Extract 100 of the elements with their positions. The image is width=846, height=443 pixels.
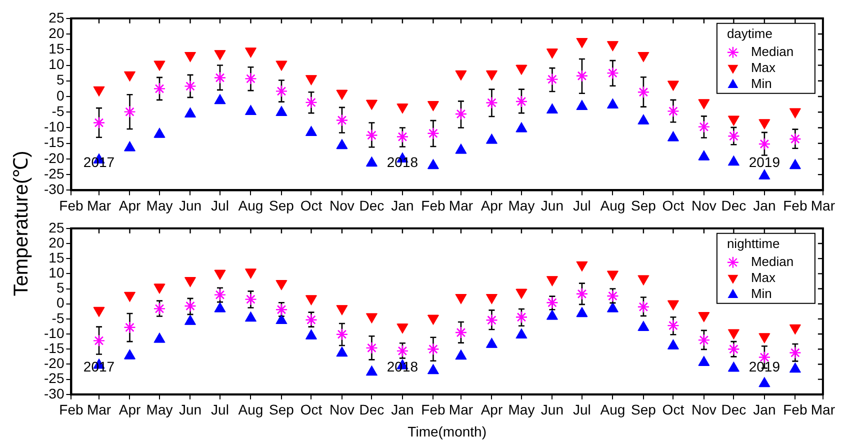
y-tick-label: -10 [44, 118, 64, 135]
point [637, 86, 650, 98]
y-tick-label: -15 [44, 340, 64, 356]
x-tick-label: Mar [448, 197, 474, 214]
x-tick-label: Sep [269, 402, 294, 418]
x-tick-label: Jun [540, 197, 564, 214]
point [728, 343, 740, 356]
point [486, 96, 498, 109]
x-tick-label: Oct [662, 402, 684, 418]
point [515, 95, 528, 108]
x-tick-label: May [146, 402, 173, 418]
point [153, 82, 166, 95]
point [366, 342, 378, 354]
point [515, 311, 528, 324]
x-tick-label: Feb [421, 402, 446, 418]
point [546, 296, 558, 309]
point [427, 127, 440, 140]
legend-label: Median [750, 254, 794, 269]
point [698, 120, 710, 133]
point [454, 108, 468, 120]
x-tick-label: Oct [300, 402, 322, 418]
x-tick-label: Jul [573, 402, 591, 418]
x-tick-label: Apr [118, 197, 141, 214]
x-tick-label: Jun [178, 402, 202, 418]
x-tick-label: Nov [691, 402, 716, 418]
x-tick-label: Feb [783, 197, 808, 214]
x-tick-label: Sep [630, 402, 656, 418]
x-tick-label: Feb [59, 402, 84, 418]
point [667, 105, 680, 118]
y-tick-label: 10 [48, 264, 64, 281]
annotation: 2017 [83, 154, 115, 170]
x-tick-label: May [146, 197, 173, 214]
x-tick-label: Dec [721, 402, 746, 418]
x-tick-label: Sep [630, 197, 656, 214]
point [214, 72, 226, 84]
legend-label: Median [750, 44, 794, 59]
x-tick-label: May [508, 197, 535, 214]
x-tick-label: Jan [391, 197, 414, 214]
point [275, 85, 288, 98]
point [606, 66, 619, 80]
point [576, 288, 588, 300]
y-tick-label: -20 [44, 150, 64, 166]
x-tick-label: Feb [783, 402, 808, 418]
x-tick-label: Apr [118, 402, 141, 418]
x-tick-label: Dec [359, 197, 384, 214]
point [758, 138, 771, 150]
legend-title: daytime [726, 26, 772, 41]
x-tick-label: Nov [330, 197, 354, 214]
x-tick-label: Jan [391, 402, 414, 418]
y-tick-label: 0 [56, 87, 64, 104]
x-tick-label: Apr [480, 197, 503, 214]
x-tick-label: Aug [600, 402, 626, 418]
legend-label: Max [750, 60, 776, 75]
x-tick-label: Mar [86, 402, 112, 418]
point [366, 129, 378, 142]
y-axis-title: Temperature(℃) [10, 150, 34, 296]
x-tick-label: Dec [359, 402, 384, 418]
point [606, 290, 619, 302]
annotation: 2017 [83, 358, 115, 374]
point [214, 288, 226, 301]
x-tick-label: Jan [753, 402, 776, 418]
point [153, 302, 166, 315]
y-tick-label: -25 [44, 370, 64, 386]
point [728, 130, 740, 142]
point [184, 300, 196, 312]
x-tick-label: Feb [59, 197, 84, 214]
point [576, 70, 588, 82]
y-tick-label: 5 [56, 280, 64, 296]
y-tick-label: -5 [52, 102, 64, 119]
y-tick-label: 20 [48, 234, 64, 250]
y-tick-label: 25 [48, 9, 64, 26]
point [667, 319, 680, 332]
x-tick-label: Mar [810, 402, 836, 418]
point [789, 132, 802, 146]
x-tick-label: Jul [211, 197, 229, 214]
point [92, 334, 106, 347]
point [637, 300, 650, 313]
x-tick-label: Mar [86, 197, 112, 214]
x-tick-label: Apr [480, 402, 503, 418]
point [124, 321, 136, 334]
annotation: 2018 [386, 154, 418, 170]
y-tick-label: 0 [56, 294, 64, 311]
y-tick-label: -5 [52, 310, 64, 326]
point [305, 96, 318, 109]
point [184, 80, 196, 92]
point [244, 72, 257, 85]
x-tick-label: Feb [421, 197, 446, 214]
legend-label: Min [750, 76, 772, 91]
x-tick-label: Dec [721, 197, 746, 214]
point [789, 346, 802, 359]
x-tick-label: Jun [540, 402, 564, 418]
x-tick-label: Mar [448, 402, 474, 418]
point [396, 344, 409, 358]
point [275, 303, 288, 316]
point [396, 130, 409, 143]
x-tick-label: Aug [238, 197, 264, 214]
x-tick-label: Aug [600, 197, 626, 214]
y-tick-label: 20 [48, 24, 64, 41]
y-tick-label: 5 [56, 72, 64, 88]
x-tick-label: May [508, 402, 535, 418]
